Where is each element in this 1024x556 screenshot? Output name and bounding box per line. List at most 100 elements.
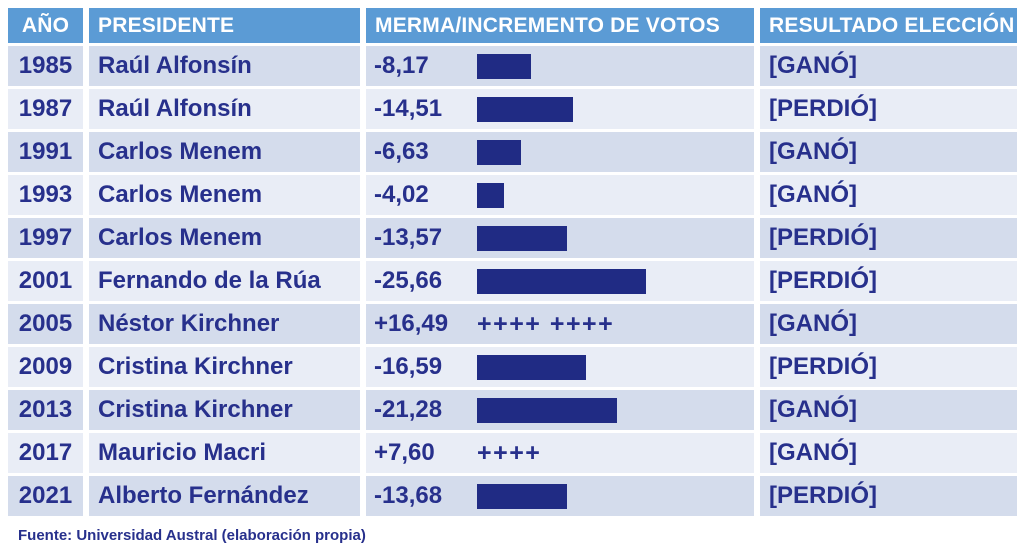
- result-cell: [PERDIÓ]: [760, 261, 1017, 301]
- change-bar: [477, 96, 573, 122]
- change-cell: -25,66: [366, 261, 754, 301]
- year-value: 2009: [18, 353, 73, 380]
- year-value: 1987: [18, 95, 73, 122]
- result-cell: [GANÓ]: [760, 132, 1017, 172]
- year-value: 2001: [18, 267, 73, 294]
- year-cell: 2021: [8, 476, 83, 516]
- change-value: -4,02: [374, 181, 429, 208]
- result-cell: [GANÓ]: [760, 46, 1017, 86]
- result-cell: [PERDIÓ]: [760, 476, 1017, 516]
- year-value: 2005: [18, 310, 73, 337]
- change-value: -8,17: [374, 52, 429, 79]
- change-bar: [477, 53, 531, 79]
- table-row: 2001 Fernando de la Rúa -25,66 [PERDIÓ]: [8, 261, 1017, 301]
- change-value: -25,66: [374, 267, 443, 294]
- change-value: -13,68: [374, 482, 443, 509]
- column-header-president-label: PRESIDENTE: [98, 13, 235, 37]
- year-value: 1997: [18, 224, 73, 251]
- result-cell: [GANÓ]: [760, 390, 1017, 430]
- column-header-change-label: MERMA/INCREMENTO DE VOTOS: [375, 13, 720, 37]
- year-cell: 2005: [8, 304, 83, 344]
- result-cell: [GANÓ]: [760, 433, 1017, 473]
- change-value: -14,51: [374, 95, 443, 122]
- president-cell: Néstor Kirchner: [89, 304, 360, 344]
- change-cell: +16,49 ++++ ++++: [366, 304, 754, 344]
- change-value: -21,28: [374, 396, 443, 423]
- result-badge: [GANÓ]: [769, 138, 857, 165]
- president-name: Carlos Menem: [98, 224, 263, 251]
- result-badge: [PERDIÓ]: [769, 267, 877, 294]
- result-badge: [PERDIÓ]: [769, 353, 877, 380]
- column-header-result: RESULTADO ELECCIÓN: [760, 8, 1017, 43]
- year-cell: 2001: [8, 261, 83, 301]
- result-cell: [GANÓ]: [760, 304, 1017, 344]
- change-cell: -16,59: [366, 347, 754, 387]
- result-cell: [PERDIÓ]: [760, 347, 1017, 387]
- table-row: 2013 Cristina Kirchner -21,28 [GANÓ]: [8, 390, 1017, 430]
- result-badge: [GANÓ]: [769, 181, 857, 208]
- change-bar: [477, 139, 521, 165]
- year-value: 2017: [18, 439, 73, 466]
- column-header-year: AÑO: [8, 8, 83, 43]
- change-value: -16,59: [374, 353, 443, 380]
- change-cell: -21,28: [366, 390, 754, 430]
- change-cell: -14,51: [366, 89, 754, 129]
- change-cell: -4,02: [366, 175, 754, 215]
- result-badge: [GANÓ]: [769, 310, 857, 337]
- president-name: Carlos Menem: [98, 138, 263, 165]
- source-note: Fuente: Universidad Austral (elaboración…: [18, 527, 366, 544]
- president-cell: Cristina Kirchner: [89, 347, 360, 387]
- table-row: 1991 Carlos Menem -6,63 [GANÓ]: [8, 132, 1017, 172]
- result-badge: [GANÓ]: [769, 52, 857, 79]
- result-badge: [PERDIÓ]: [769, 95, 877, 122]
- change-cell: +7,60 ++++: [366, 433, 754, 473]
- result-cell: [GANÓ]: [760, 175, 1017, 215]
- president-cell: Carlos Menem: [89, 132, 360, 172]
- change-bar: [477, 182, 504, 208]
- president-cell: Raúl Alfonsín: [89, 46, 360, 86]
- president-cell: Mauricio Macri: [89, 433, 360, 473]
- result-cell: [PERDIÓ]: [760, 89, 1017, 129]
- year-cell: 2009: [8, 347, 83, 387]
- table-row: 2017 Mauricio Macri +7,60 ++++ [GANÓ]: [8, 433, 1017, 473]
- change-cell: -8,17: [366, 46, 754, 86]
- change-bar: [477, 397, 617, 423]
- change-cell: -6,63: [366, 132, 754, 172]
- president-cell: Alberto Fernández: [89, 476, 360, 516]
- table-row: 1997 Carlos Menem -13,57 [PERDIÓ]: [8, 218, 1017, 258]
- result-cell: [PERDIÓ]: [760, 218, 1017, 258]
- president-name: Raúl Alfonsín: [98, 52, 252, 79]
- president-cell: Carlos Menem: [89, 218, 360, 258]
- year-cell: 1997: [8, 218, 83, 258]
- change-plus-marks: ++++: [477, 438, 542, 467]
- result-badge: [GANÓ]: [769, 396, 857, 423]
- president-name: Néstor Kirchner: [98, 310, 280, 337]
- president-name: Cristina Kirchner: [98, 396, 293, 423]
- president-name: Cristina Kirchner: [98, 353, 293, 380]
- year-value: 2021: [18, 482, 73, 509]
- year-cell: 2017: [8, 433, 83, 473]
- table-row: 1987 Raúl Alfonsín -14,51 [PERDIÓ]: [8, 89, 1017, 129]
- table-row: 1993 Carlos Menem -4,02 [GANÓ]: [8, 175, 1017, 215]
- table-row: 2005 Néstor Kirchner +16,49 ++++ ++++ [G…: [8, 304, 1017, 344]
- result-badge: [PERDIÓ]: [769, 224, 877, 251]
- president-cell: Cristina Kirchner: [89, 390, 360, 430]
- change-bar: [477, 354, 586, 380]
- change-bar: [477, 268, 646, 294]
- year-cell: 1985: [8, 46, 83, 86]
- year-value: 2013: [18, 396, 73, 423]
- year-value: 1985: [18, 52, 73, 79]
- year-value: 1993: [18, 181, 73, 208]
- change-bar: [477, 483, 567, 509]
- year-cell: 2013: [8, 390, 83, 430]
- year-cell: 1987: [8, 89, 83, 129]
- change-value: -13,57: [374, 224, 443, 251]
- change-value: +16,49: [374, 310, 449, 337]
- result-badge: [PERDIÓ]: [769, 482, 877, 509]
- change-value: -6,63: [374, 138, 429, 165]
- column-header-change: MERMA/INCREMENTO DE VOTOS: [366, 8, 754, 43]
- president-cell: Fernando de la Rúa: [89, 261, 360, 301]
- president-name: Raúl Alfonsín: [98, 95, 252, 122]
- column-header-year-label: AÑO: [21, 13, 70, 37]
